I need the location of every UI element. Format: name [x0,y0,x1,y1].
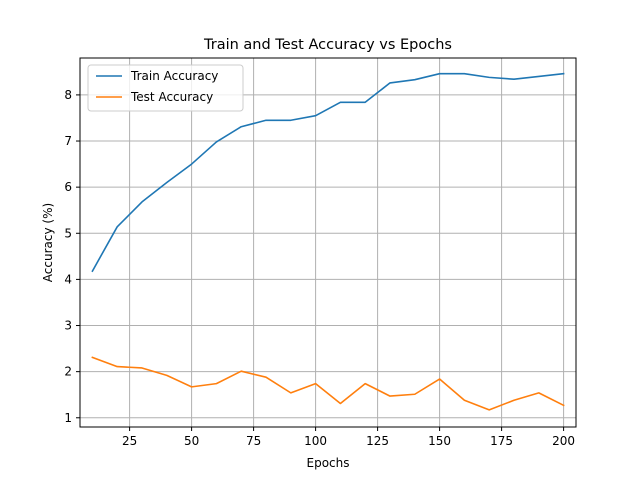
series-line-0 [91,72,565,273]
y-axis-title: Accuracy (%) [41,203,55,282]
y-tick-label: 5 [64,226,72,240]
x-axis-title: Epochs [307,456,350,470]
y-tick-label: 2 [64,365,72,379]
x-tick-label: 100 [304,434,327,448]
grid [80,58,576,427]
x-tick-label: 175 [490,434,513,448]
x-tick-label: 200 [552,434,575,448]
x-tick-label: 25 [122,434,137,448]
series-lines [91,72,565,411]
plot-area [80,58,576,427]
y-tick-label: 4 [64,272,72,286]
y-tick-label: 6 [64,180,72,194]
y-tick-label: 8 [64,88,72,102]
legend: Train Accuracy Test Accuracy [87,64,244,112]
legend-label-1: Test Accuracy [130,90,213,104]
x-tick-label: 75 [246,434,261,448]
x-tick-label: 150 [428,434,451,448]
legend-label-0: Train Accuracy [130,69,218,83]
legend-box [87,64,244,112]
axis-ticks: 25 50 75 100 125 150 175 200 1 2 3 4 5 6 7 8 [64,88,575,448]
plot-frame [79,57,577,428]
y-tick-label: 1 [64,411,72,425]
chart-title: Train and Test Accuracy vs Epochs [203,37,452,53]
series-line-1 [91,356,565,411]
y-tick-label: 3 [64,319,72,333]
x-tick-label: 50 [184,434,199,448]
x-tick-label: 125 [366,434,389,448]
y-tick-label: 7 [64,134,72,148]
